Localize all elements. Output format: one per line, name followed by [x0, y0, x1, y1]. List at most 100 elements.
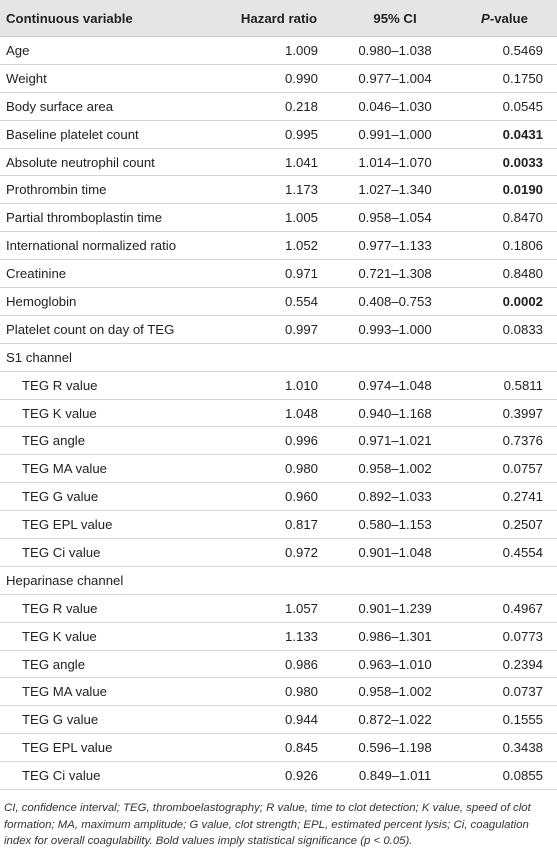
variable-cell: Partial thromboplastin time [0, 203, 220, 233]
ci-cell: 0.977–1.004 [338, 64, 452, 93]
variable-cell: TEG MA value [0, 454, 220, 484]
table-header: Continuous variable Hazard ratio 95% CI … [0, 0, 557, 37]
p-value-cell: 0.7376 [452, 426, 557, 456]
header-p-letter: P [481, 10, 490, 26]
variable-cell: Weight [0, 64, 220, 93]
ci-cell: 0.974–1.048 [338, 371, 452, 400]
p-value-cell: 0.2507 [452, 510, 557, 540]
ci-cell: 0.901–1.239 [338, 594, 452, 623]
hazard-ratio-cell: 0.995 [220, 120, 338, 149]
p-value-cell: 0.0033 [452, 148, 557, 177]
section-title: S1 channel [0, 343, 557, 372]
table-row: Prothrombin time 1.173 1.027–1.340 0.0190 [0, 175, 557, 205]
p-value-cell: 0.1750 [452, 64, 557, 93]
header-ci: 95% CI [338, 0, 452, 37]
variable-cell: TEG EPL value [0, 733, 220, 763]
table-row: International normalized ratio 1.052 0.977… [0, 231, 557, 261]
p-value-cell: 0.0002 [452, 287, 557, 316]
table-row: Hemoglobin 0.554 0.408–0.753 0.0002 [0, 287, 557, 316]
ci-cell: 0.958–1.054 [338, 203, 452, 233]
header-p-value: P-value [452, 0, 557, 37]
table-row: TEG G value 0.944 0.872–1.022 0.1555 [0, 705, 557, 735]
p-value-cell: 0.3997 [452, 399, 557, 428]
p-value-cell: 0.1555 [452, 705, 557, 735]
ci-cell: 0.046–1.030 [338, 92, 452, 121]
table-row: TEG MA value 0.980 0.958–1.002 0.0757 [0, 454, 557, 484]
table-row: TEG K value 1.133 0.986–1.301 0.0773 [0, 622, 557, 651]
hazard-ratio-cell: 0.944 [220, 705, 338, 735]
p-value-cell: 0.5811 [452, 371, 557, 400]
table-row: Absolute neutrophil count 1.041 1.014–1.07… [0, 148, 557, 177]
variable-cell: Age [0, 36, 220, 65]
ci-cell: 0.993–1.000 [338, 315, 452, 344]
hazard-ratio-cell: 0.845 [220, 733, 338, 763]
ci-cell: 0.963–1.010 [338, 650, 452, 679]
ci-cell: 0.986–1.301 [338, 622, 452, 651]
variable-cell: Body surface area [0, 92, 220, 121]
table-row: TEG K value 1.048 0.940–1.168 0.3997 [0, 399, 557, 428]
hazard-ratio-cell: 1.041 [220, 148, 338, 177]
table-row: TEG Ci value 0.972 0.901–1.048 0.4554 [0, 538, 557, 567]
table-row: TEG R value 1.057 0.901–1.239 0.4967 [0, 594, 557, 623]
hazard-ratio-cell: 0.926 [220, 761, 338, 791]
hazard-ratio-table: Continuous variable Hazard ratio 95% CI … [0, 0, 557, 791]
variable-cell: TEG angle [0, 426, 220, 456]
table-row: TEG G value 0.960 0.892–1.033 0.2741 [0, 482, 557, 512]
ci-cell: 0.408–0.753 [338, 287, 452, 316]
section-title: Heparinase channel [0, 566, 557, 595]
hazard-ratio-cell: 1.057 [220, 594, 338, 623]
ci-cell: 0.980–1.038 [338, 36, 452, 65]
variable-cell: TEG Ci value [0, 761, 220, 791]
variable-cell: International normalized ratio [0, 231, 220, 261]
ci-cell: 0.958–1.002 [338, 677, 452, 707]
table-footnote: CI, confidence interval; TEG, thromboela… [4, 802, 531, 848]
ci-cell: 0.971–1.021 [338, 426, 452, 456]
hazard-ratio-cell: 1.052 [220, 231, 338, 261]
ci-cell: 0.901–1.048 [338, 538, 452, 567]
p-value-cell: 0.8480 [452, 259, 557, 289]
ci-cell: 0.721–1.308 [338, 259, 452, 289]
ci-cell: 0.580–1.153 [338, 510, 452, 540]
table-row: TEG EPL value 0.817 0.580–1.153 0.2507 [0, 510, 557, 540]
table-row: TEG R value 1.010 0.974–1.048 0.5811 [0, 371, 557, 400]
hazard-ratio-cell: 0.218 [220, 92, 338, 121]
ci-cell: 1.027–1.340 [338, 175, 452, 205]
p-value-cell: 0.0190 [452, 175, 557, 205]
p-value-cell: 0.0773 [452, 622, 557, 651]
p-value-cell: 0.1806 [452, 231, 557, 261]
header-row: Continuous variable Hazard ratio 95% CI … [0, 0, 557, 37]
hazard-ratio-cell: 1.173 [220, 175, 338, 205]
ci-cell: 0.977–1.133 [338, 231, 452, 261]
variable-cell: Baseline platelet count [0, 120, 220, 149]
variable-cell: TEG R value [0, 594, 220, 623]
table-row: Baseline platelet count 0.995 0.991–1.000 0… [0, 120, 557, 149]
p-value-cell: 0.0757 [452, 454, 557, 484]
variable-cell: TEG Ci value [0, 538, 220, 567]
table-row: TEG angle 0.986 0.963–1.010 0.2394 [0, 650, 557, 679]
hazard-ratio-cell: 1.048 [220, 399, 338, 428]
hazard-ratio-cell: 0.980 [220, 454, 338, 484]
ci-cell: 0.596–1.198 [338, 733, 452, 763]
variable-cell: TEG R value [0, 371, 220, 400]
variable-cell: TEG K value [0, 622, 220, 651]
hazard-ratio-cell: 0.972 [220, 538, 338, 567]
hazard-ratio-cell: 1.009 [220, 36, 338, 65]
hazard-ratio-cell: 0.971 [220, 259, 338, 289]
ci-cell: 0.940–1.168 [338, 399, 452, 428]
p-value-cell: 0.0545 [452, 92, 557, 121]
variable-cell: Platelet count on day of TEG [0, 315, 220, 344]
ci-cell: 0.892–1.033 [338, 482, 452, 512]
hazard-ratio-cell: 0.960 [220, 482, 338, 512]
p-value-cell: 0.4967 [452, 594, 557, 623]
ci-cell: 0.849–1.011 [338, 761, 452, 791]
table-row: Creatinine 0.971 0.721–1.308 0.8480 [0, 259, 557, 289]
hazard-ratio-cell: 0.554 [220, 287, 338, 316]
hazard-ratio-cell: 0.817 [220, 510, 338, 540]
variable-cell: TEG angle [0, 650, 220, 679]
table-row: TEG angle 0.996 0.971–1.021 0.7376 [0, 426, 557, 456]
header-p-suffix: -value [489, 10, 528, 26]
hazard-ratio-cell: 1.005 [220, 203, 338, 233]
variable-cell: TEG G value [0, 705, 220, 735]
p-value-cell: 0.2394 [452, 650, 557, 679]
hazard-ratio-cell: 1.133 [220, 622, 338, 651]
